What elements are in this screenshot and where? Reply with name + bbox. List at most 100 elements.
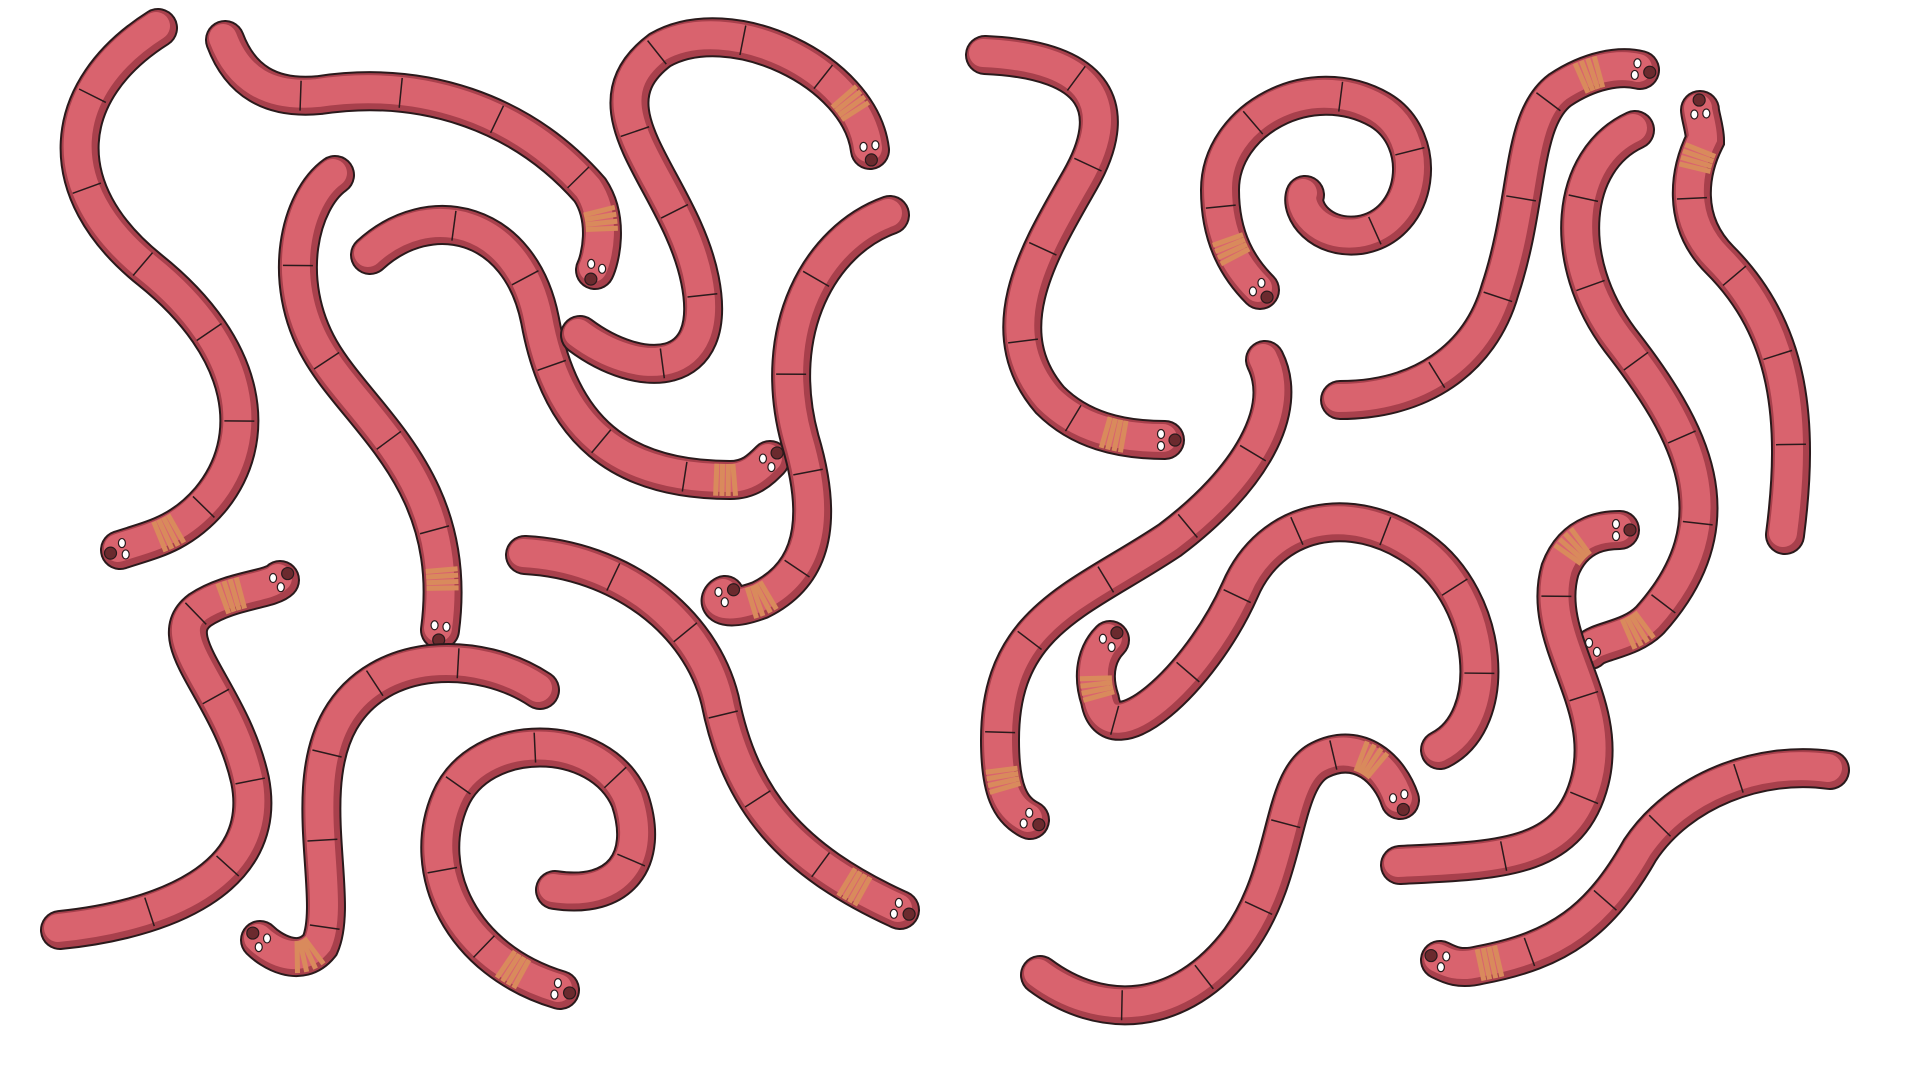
worm-segment-line (1205, 204, 1236, 209)
worm-mouth (562, 986, 577, 1000)
worm-segment-line (660, 203, 689, 219)
worm-eye (871, 140, 880, 151)
worm-clitellum-band (221, 580, 237, 613)
worm-clitellum-band (1632, 610, 1656, 640)
worm-clitellum-band (730, 463, 739, 496)
worm-clitellum-band (426, 579, 459, 586)
worm-clitellum-band (1353, 740, 1370, 773)
worm-clitellum-band (847, 873, 868, 904)
worm-eye (1025, 807, 1034, 818)
worm-clitellum-band (299, 938, 318, 970)
worm-segment-line (1441, 578, 1468, 596)
worm-segment-line (811, 852, 831, 878)
worm-segment-line (1176, 661, 1200, 683)
earthworm-left-4 (350, 205, 790, 501)
worm-eye (442, 621, 451, 632)
worm-segment-line (196, 323, 222, 342)
worm-segment-line (617, 853, 646, 867)
worm-eye (889, 908, 898, 919)
worm-segment-line (1593, 889, 1617, 911)
earthworm-left-7 (40, 560, 300, 950)
worm-body (969, 39, 1177, 452)
right-worm-panel (965, 35, 1850, 1026)
worm-clitellum-band (1117, 420, 1129, 453)
worm-segment-line (309, 924, 340, 931)
worm-segment-line (456, 648, 460, 679)
worm-segment-line (1120, 990, 1123, 1021)
worm-segment-line (445, 776, 471, 795)
worm-segment-line (1109, 705, 1120, 735)
worm-mouth (1396, 802, 1410, 817)
worm-segment-line (1017, 630, 1043, 651)
worm-clitellum-band (1678, 161, 1712, 174)
worm-clitellum-band (985, 765, 1018, 775)
earthworm-right-1 (965, 35, 1185, 460)
worm-eye (254, 942, 263, 953)
worm-body (564, 21, 882, 376)
worm-segment-line (985, 730, 1016, 734)
worm-eye (1019, 818, 1028, 829)
earthworm-right-6 (979, 340, 1293, 840)
worm-eye (1436, 962, 1446, 973)
earthworm-left-8 (240, 642, 560, 977)
earthworm-right-7 (1075, 502, 1500, 770)
worm-mouth (1424, 948, 1438, 963)
worm-clitellum-band (1563, 531, 1589, 559)
worm-segment-line (606, 563, 621, 591)
worm-body (244, 646, 552, 969)
worm-segment-line (1733, 763, 1744, 793)
worm-segment-line (1395, 146, 1425, 156)
worm-segment-line (591, 429, 612, 454)
worm-body-shadow (967, 37, 1183, 458)
worm-segment-line (1242, 110, 1264, 135)
earthworm-left-9 (505, 535, 920, 930)
worm-segment-line (202, 688, 230, 705)
worm-clitellum-band (1585, 57, 1601, 90)
worm-clitellum-band (1219, 246, 1251, 267)
worm-segment-line (472, 935, 495, 958)
worm-body (1424, 752, 1842, 980)
worm-segment-line (1568, 194, 1599, 203)
worm-segment-line (1244, 901, 1273, 916)
worm-clitellum-band (1492, 945, 1505, 978)
worm-segment-line (1763, 349, 1793, 361)
worm-segment-line (489, 105, 505, 134)
worm-segment-line (659, 348, 666, 379)
worm-clitellum-band (511, 958, 532, 990)
worm-segment-line (427, 866, 458, 874)
worm-clitellum-band (1680, 154, 1713, 169)
earthworm-left-10 (420, 727, 657, 1010)
worm-segment-line (1722, 265, 1747, 287)
worm-eye (1400, 789, 1409, 800)
worm-clitellum-band (719, 463, 726, 496)
worm-clitellum-band (1361, 747, 1384, 777)
worm-clitellum-band (585, 218, 618, 228)
worm-segment-line (1239, 444, 1267, 462)
worm-eye (1388, 793, 1398, 804)
worm-segment-line (365, 670, 384, 697)
worm-segment-line (1074, 157, 1102, 172)
worm-eye (1107, 641, 1116, 653)
worm-clitellum-band (1105, 417, 1118, 451)
worm-eye (550, 989, 559, 1000)
worm-clitellum-band (1628, 613, 1650, 644)
worm-segment-line (376, 430, 402, 450)
worm-segment-line (708, 710, 738, 719)
worm-clitellum-band (151, 520, 169, 553)
earthworm-left-3 (277, 155, 463, 650)
worm-clitellum-band (1568, 527, 1592, 556)
worm-eye (276, 582, 285, 593)
worm-segment-line (537, 359, 567, 372)
worm-eye (268, 572, 278, 584)
worm-segment-line (784, 559, 810, 578)
worm-segment-line (1064, 405, 1082, 432)
worm-eye (587, 258, 596, 269)
worm-mouth (902, 907, 916, 921)
worm-clitellum-band (1081, 684, 1114, 696)
worm-clitellum-band (987, 776, 1020, 788)
worm-segment-line (1676, 196, 1707, 200)
worm-segment-line (1368, 216, 1382, 245)
worm-clitellum-band (837, 94, 867, 118)
worm-segment-line (1177, 513, 1198, 538)
worm-clitellum-band (1486, 946, 1499, 979)
